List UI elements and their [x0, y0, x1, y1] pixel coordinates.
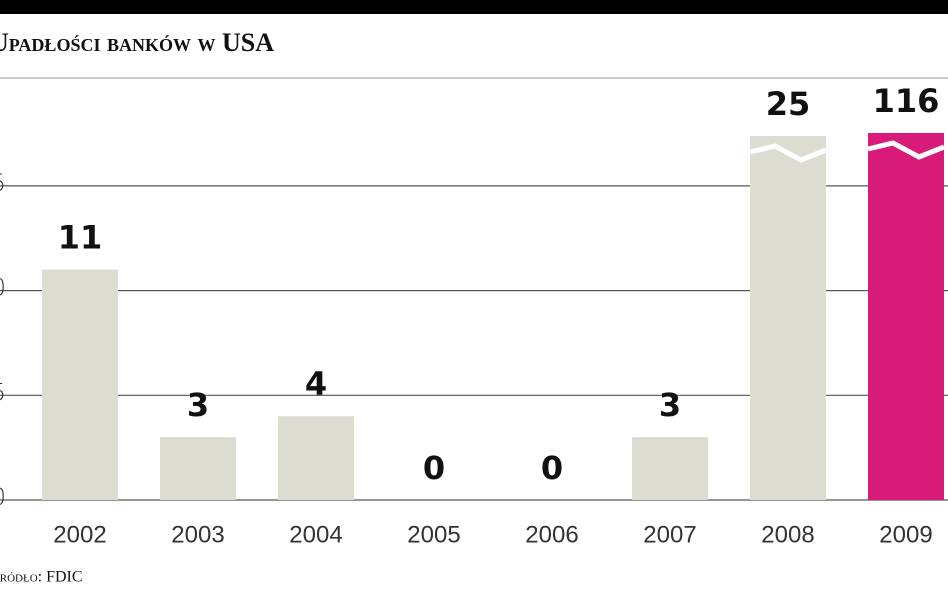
bar	[42, 269, 118, 500]
axis-break	[749, 143, 827, 163]
y-tick-label: 10	[0, 274, 6, 302]
x-tick-label: 2002	[53, 521, 106, 548]
bar	[160, 437, 236, 500]
bar	[750, 136, 826, 500]
top-band	[0, 0, 948, 14]
y-tick-label: 15	[0, 169, 6, 197]
value-label: 25	[766, 85, 811, 123]
bar	[868, 133, 944, 500]
source: Źródło: FDIC	[0, 567, 83, 586]
value-label: 4	[305, 365, 327, 403]
x-tick-label: 2008	[761, 521, 814, 548]
value-label: 0	[541, 449, 563, 487]
x-tick-label: 2004	[289, 521, 342, 548]
bar	[632, 437, 708, 500]
value-label: 3	[659, 386, 681, 424]
x-tick-label: 2006	[525, 521, 578, 548]
value-label: 3	[187, 386, 209, 424]
axis-break	[867, 140, 945, 160]
y-tick-label: 0	[0, 483, 6, 511]
value-label: 11	[58, 219, 103, 257]
value-label: 0	[423, 449, 445, 487]
x-tick-label: 2005	[407, 521, 460, 548]
bar	[278, 416, 354, 500]
x-tick-label: 2007	[643, 521, 696, 548]
chart-title: Upadłości banków w USA	[0, 28, 274, 57]
y-tick-label: 5	[0, 378, 6, 406]
value-label: 116	[873, 82, 940, 120]
x-tick-label: 2003	[171, 521, 224, 548]
x-tick-label: 2009	[879, 521, 932, 548]
